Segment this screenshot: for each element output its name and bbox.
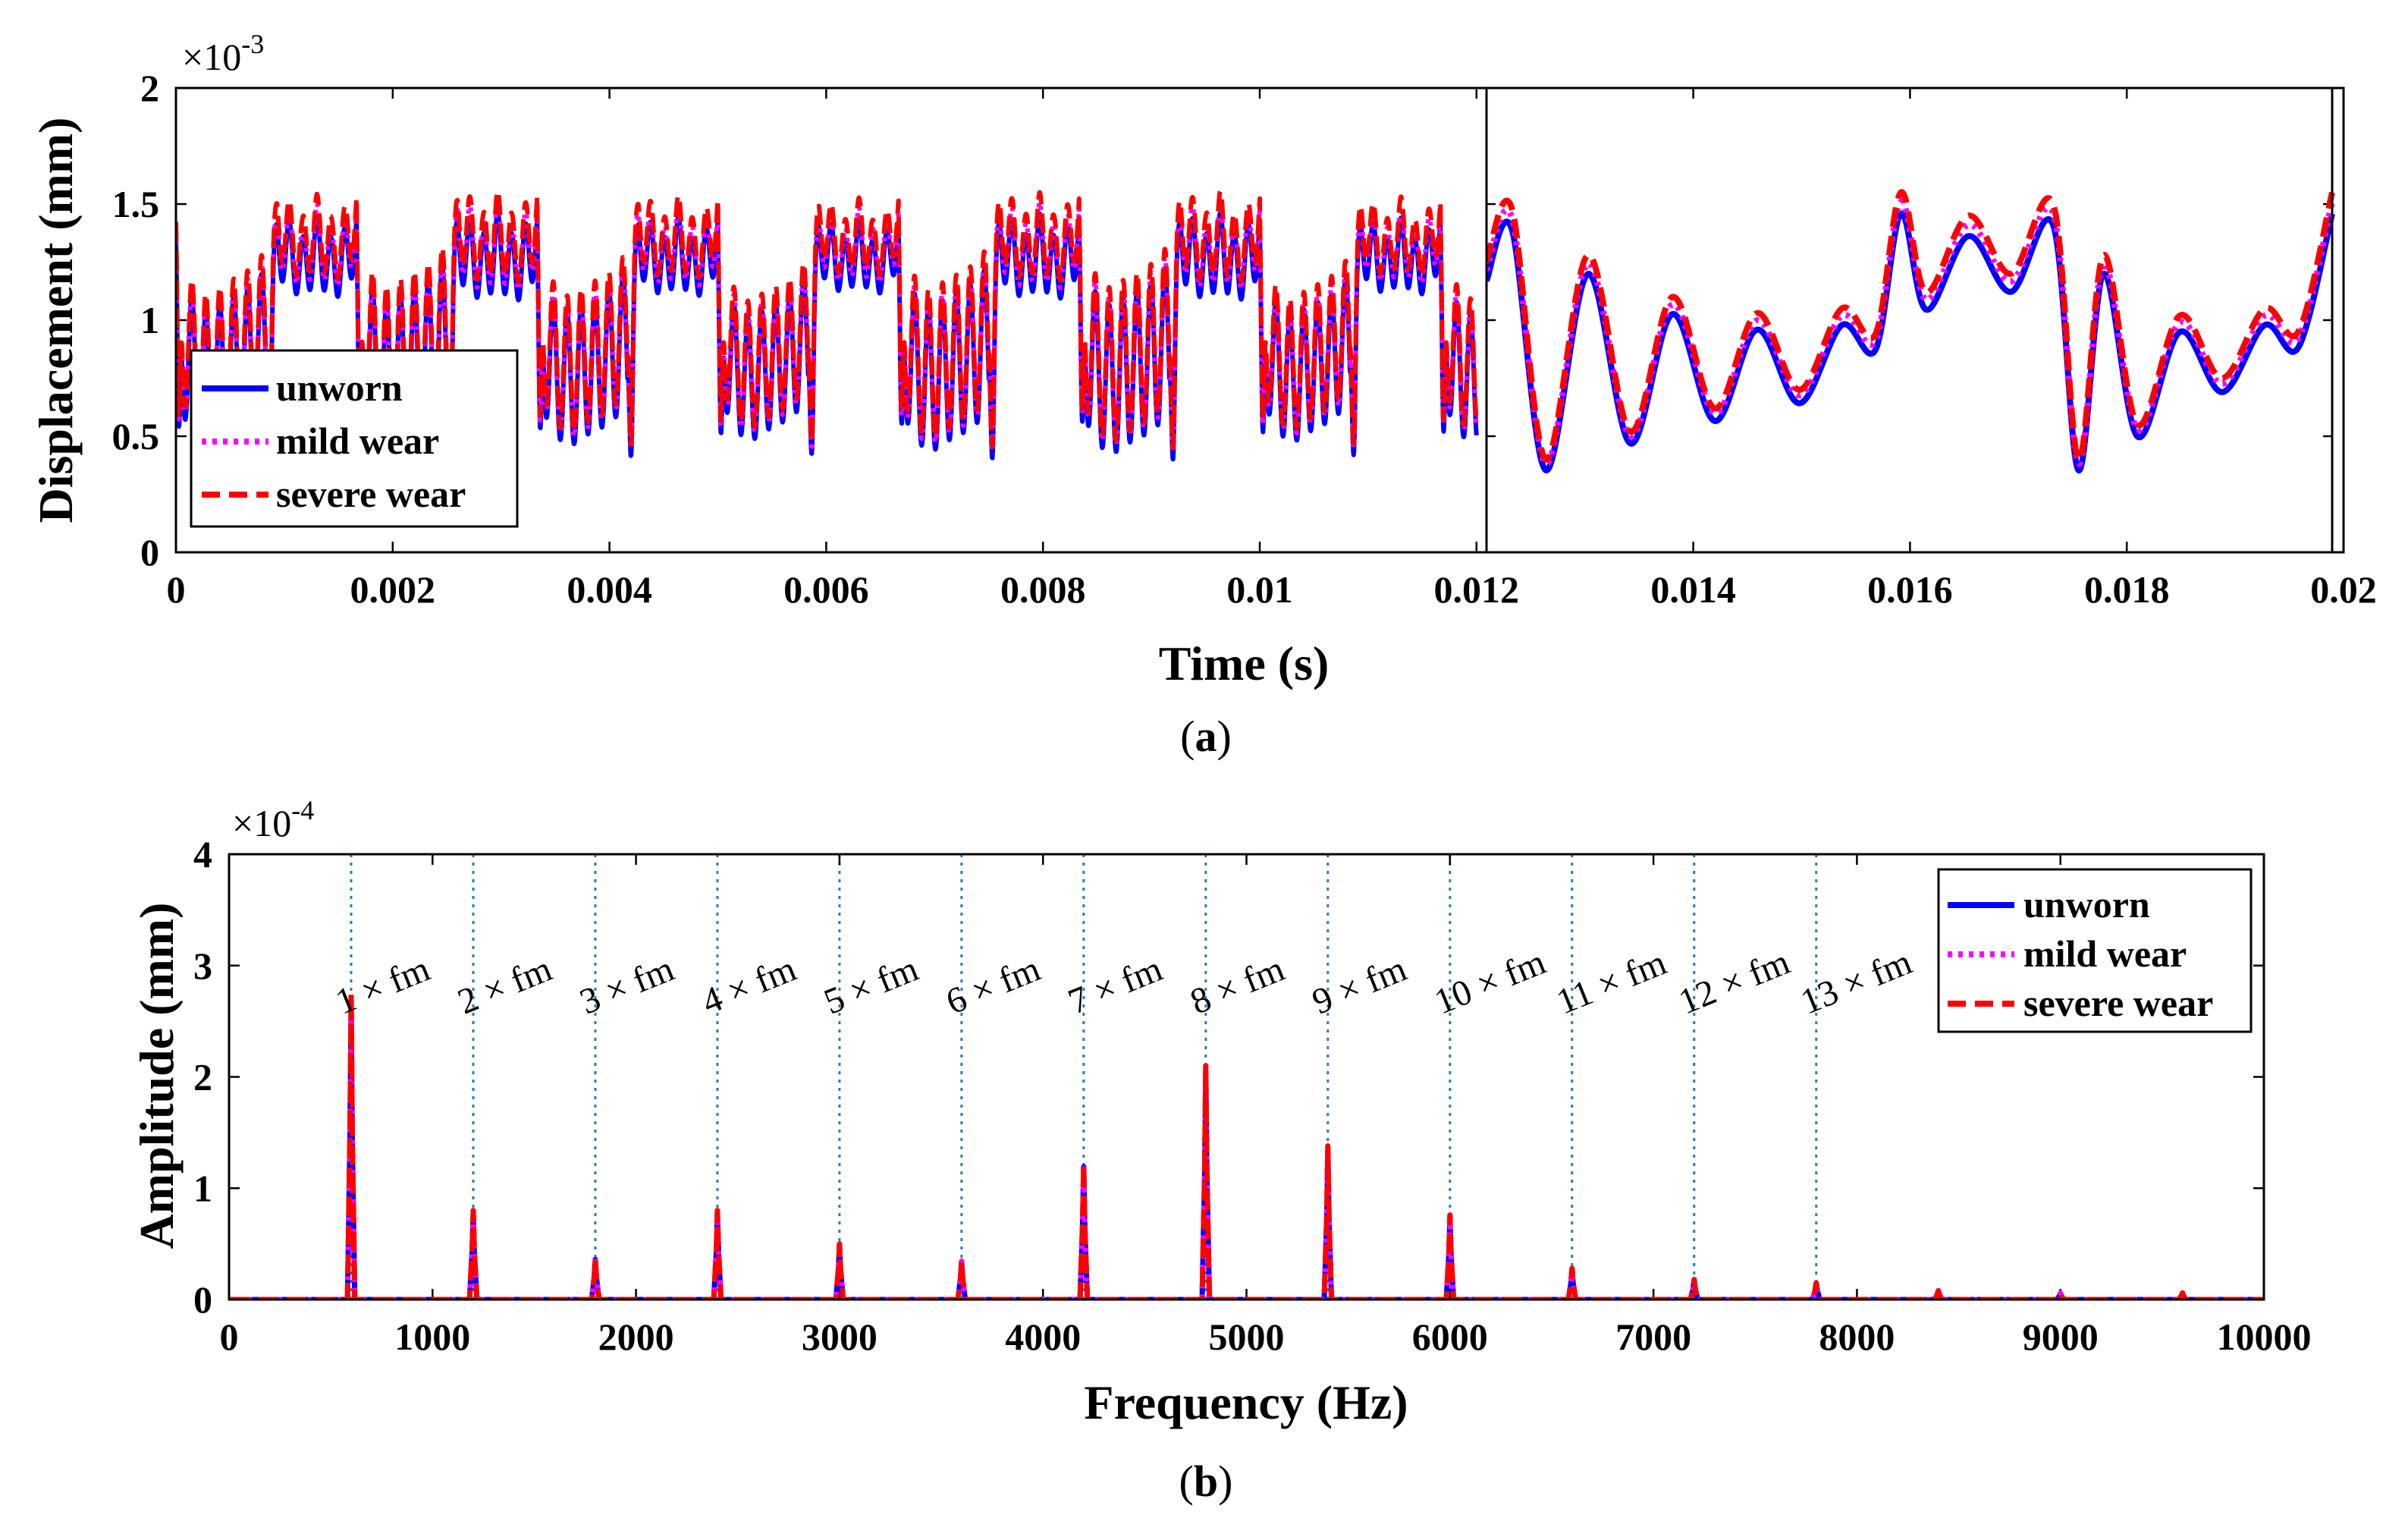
chart-a-ytick-label: 0.5 [112,415,160,457]
chart-a-xlabel: Time (s) [1159,636,1330,690]
chart-a-axes-box [174,86,2345,554]
chart-a-xtick-label: 0.004 [567,568,652,611]
chart-b-annotation-6-fm: 6 × fm [940,948,1046,1022]
chart-b-axes-box [228,853,2265,1301]
chart-a-xtick-label: 0.006 [783,568,869,611]
chart-a-zoom-line-unworn [1487,210,2335,473]
chart-b-legend-label-severe-wear: severe wear [2023,982,2213,1024]
chart-b-annotation-13-fm: 13 × fm [1795,941,1917,1022]
chart-a-legend-label-mild-wear: mild wear [276,420,439,462]
chart-b-y-multiplier: ×10-4 [232,795,314,844]
chart-b-ytick-label: 2 [193,1056,212,1099]
chart-b-xtick-label: 7000 [1615,1315,1691,1358]
chart-a-xtick-label: 0.018 [2084,568,2170,611]
chart-b-ytick-label: 3 [193,945,212,987]
chart-b-ylabel: Amplitude (mm) [130,903,184,1249]
chart-b-annotation-2-fm: 2 × fm [452,948,557,1022]
chart-b-xtick-label: 1000 [394,1315,470,1358]
chart-b-legend: unworn mild wear severe wear [1937,868,2253,1033]
chart-a-zoom-box [1485,86,2334,554]
chart-b-annotation-10-fm: 10 × fm [1429,941,1551,1022]
chart-a-xtick-label: 0.01 [1226,568,1293,611]
chart-b-annotation-9-fm: 9 × fm [1307,948,1412,1022]
chart-b-annotation-11-fm: 11 × fm [1551,942,1672,1023]
chart-b-xtick-label: 6000 [1412,1315,1488,1358]
chart-a-lines-zoom [1487,189,2335,473]
chart-a-legend-label-severe-wear: severe wear [276,473,466,515]
chart-b-annotation-5-fm: 5 × fm [818,948,924,1022]
chart-a-ytick-label: 1 [140,299,159,341]
chart-b-ytick-label: 0 [193,1278,212,1321]
chart-b-annotation-4-fm: 4 × fm [696,948,802,1022]
chart-b-annotation-7-fm: 7 × fm [1063,948,1168,1022]
chart-b-xtick-label: 8000 [1819,1315,1895,1358]
chart-a-xtick-label: 0 [167,568,186,611]
chart-b: 0 1000 2000 3000 4000 5000 6000 7000 8000 9000 100… [130,795,2312,1506]
chart-b-ticks: 0 1000 2000 3000 4000 5000 6000 7000 8000 9000 100… [193,833,2312,1358]
chart-a-zoom-line-severe-wear [1487,189,2335,463]
chart-a-xtick-label: 0.014 [1650,568,1736,611]
chart-b-xtick-label: 9000 [2023,1315,2099,1358]
chart-a-caption: (a) [1180,712,1232,761]
chart-a-xtick-label: 0.016 [1867,568,1953,611]
chart-a-ylabel: Displacement (mm) [29,118,83,523]
chart-a: 0 0.002 0.004 0.006 0.008 0.01 0.012 0.014 0.016… [29,29,2377,761]
chart-b-annotation-3-fm: 3 × fm [574,948,680,1022]
chart-b-legend-label-mild-wear: mild wear [2023,932,2187,975]
chart-b-annotation-1-fm: 1 × fm [330,948,435,1022]
chart-a-xtick-label: 0.008 [1000,568,1086,611]
chart-a-legend: unworn mild wear severe wear [190,349,519,528]
chart-b-xlabel: Frequency (Hz) [1084,1375,1408,1429]
chart-b-xtick-label: 10000 [2217,1315,2312,1358]
chart-a-xtick-label: 0.002 [350,568,436,611]
chart-b-line-severe-wear [229,990,2264,1300]
chart-b-lines [229,990,2264,1300]
chart-a-y-multiplier: ×10-3 [182,29,264,78]
chart-b-annotation-8-fm: 8 × fm [1185,948,1290,1022]
chart-b-line-unworn [229,1000,2264,1300]
chart-a-ytick-label: 1.5 [112,183,160,225]
chart-b-legend-label-unworn: unworn [2023,883,2150,926]
chart-b-xtick-label: 3000 [802,1315,877,1358]
chart-a-xtick-label: 0.02 [2310,568,2377,611]
chart-b-line-mild-wear [229,995,2264,1300]
chart-a-ytick-label: 0 [140,531,159,574]
chart-a-legend-label-unworn: unworn [276,366,403,409]
chart-b-xtick-label: 2000 [598,1315,674,1358]
chart-b-xtick-label: 4000 [1005,1315,1081,1358]
chart-a-xtick-label: 0.012 [1434,568,1520,611]
chart-b-xtick-label: 0 [220,1315,239,1358]
chart-b-xtick-label: 5000 [1209,1315,1285,1358]
chart-a-ytick-label: 2 [140,67,159,109]
chart-b-annotations: 1 × fm 2 × fm 3 × fm 4 × fm 5 × fm 6 × fm 7 × … [330,941,1917,1022]
chart-b-caption: (b) [1179,1457,1233,1506]
chart-b-ytick-label: 4 [193,833,212,875]
chart-b-ytick-label: 1 [193,1167,212,1209]
chart-b-annotation-12-fm: 12 × fm [1673,941,1795,1022]
chart-a-zoom-line-mild-wear [1487,199,2335,467]
chart-a-ticks: 0 0.002 0.004 0.006 0.008 0.01 0.012 0.014 0.016… [112,67,2377,611]
